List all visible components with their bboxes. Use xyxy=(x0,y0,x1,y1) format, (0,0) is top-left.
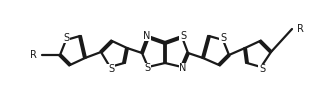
Text: S: S xyxy=(180,31,186,41)
Text: S: S xyxy=(259,64,265,74)
Text: R: R xyxy=(297,24,304,34)
Text: S: S xyxy=(108,64,114,74)
Text: N: N xyxy=(179,63,187,73)
Text: S: S xyxy=(220,33,226,43)
Text: S: S xyxy=(63,33,69,43)
Text: R: R xyxy=(30,50,37,60)
Text: S: S xyxy=(144,63,150,73)
Text: N: N xyxy=(143,31,151,41)
